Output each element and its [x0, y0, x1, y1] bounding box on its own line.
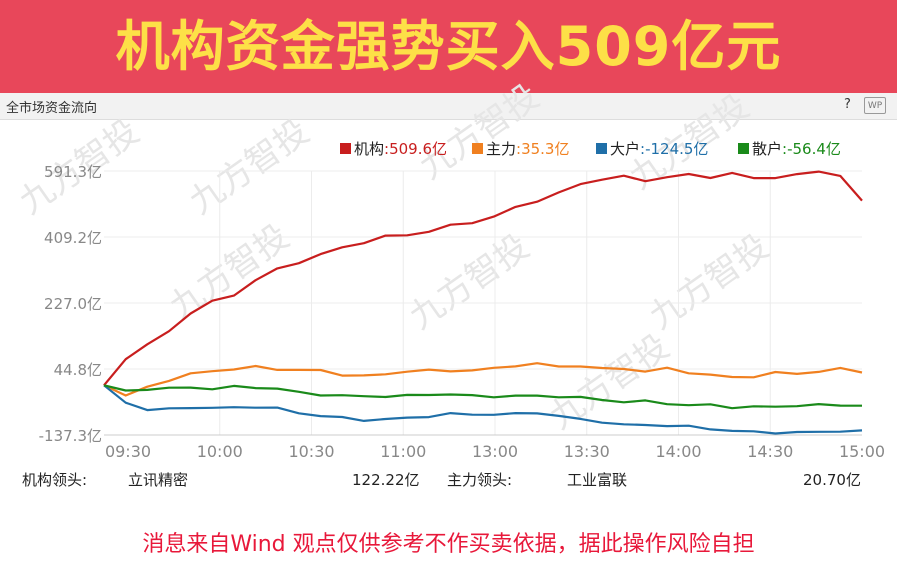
disclaimer: 消息来自Wind 观点仅供参考不作买卖依据，据此操作风险自担: [142, 532, 755, 557]
series-line-主力: [103, 362, 863, 397]
panel-header: 全市场资金流向 ? WP: [0, 93, 897, 120]
legend-swatch: [472, 143, 483, 154]
x-tick-label: 10:30: [288, 442, 334, 461]
y-tick-label: 227.0亿: [44, 295, 102, 313]
legend-value: :-124.5亿: [640, 140, 708, 158]
legend-swatch: [340, 143, 351, 154]
y-tick-label: 591.3亿: [44, 163, 102, 181]
wp-icon[interactable]: WP: [864, 97, 886, 114]
legend-label: 大户:-124.5亿: [610, 140, 708, 158]
x-tick-label: 09:30: [105, 442, 151, 461]
y-axis-ticks: 591.3亿 409.2亿 227.0亿 44.8亿 -137.3亿: [39, 163, 102, 445]
inst-leader-stock[interactable]: 立讯精密: [128, 471, 189, 489]
legend-swatch: [738, 143, 749, 154]
watermark-text: 九方智投: [162, 217, 296, 328]
x-tick-label: 13:00: [472, 442, 518, 461]
series-lines: [103, 170, 863, 435]
legend-value: :509.6亿: [384, 140, 447, 158]
main-leader-stock[interactable]: 工业富联: [567, 471, 628, 489]
x-tick-label: 13:30: [564, 442, 610, 461]
watermark-text: 九方智投: [182, 112, 316, 223]
y-tick-label: -137.3亿: [39, 427, 102, 445]
watermark-text: 九方智投: [642, 227, 776, 338]
series-line-机构: [103, 170, 863, 387]
legend-label: 机构:509.6亿: [354, 140, 447, 158]
x-tick-label: 10:00: [197, 442, 243, 461]
banner: 机构资金强势买入509亿元: [0, 0, 897, 93]
x-tick-label: 15:00: [839, 442, 885, 461]
series-line-散户: [103, 384, 863, 410]
panel-title: 全市场资金流向: [6, 101, 98, 116]
x-tick-label: 14:30: [747, 442, 793, 461]
watermark-text: 九方智投: [402, 227, 536, 338]
y-tick-label: 409.2亿: [44, 229, 102, 247]
main-leader-value: 20.70亿: [803, 471, 861, 489]
main-leader-label: 主力领头:: [447, 471, 513, 489]
chart-panel: 全市场资金流向 ? WP: [0, 93, 897, 497]
series-line-大户: [103, 384, 863, 435]
legend-swatch: [596, 143, 607, 154]
legend-label: 主力:35.3亿: [486, 140, 569, 158]
x-axis-ticks: 09:30 10:00 10:30 11:00 13:00 13:30 14:00 14:30…: [105, 442, 885, 461]
legend-label: 散户:-56.4亿: [752, 140, 841, 158]
legend-value: :-56.4亿: [782, 140, 841, 158]
x-tick-label: 11:00: [380, 442, 426, 461]
help-icon[interactable]: ?: [844, 97, 851, 112]
y-tick-label: 44.8亿: [54, 361, 102, 379]
x-tick-label: 14:00: [655, 442, 701, 461]
grid-lines: [104, 170, 862, 436]
banner-title: 机构资金强势买入509亿元: [115, 15, 782, 78]
inst-leader-value: 122.22亿: [352, 471, 420, 489]
legend-value: :35.3亿: [516, 140, 569, 158]
legend: 机构:509.6亿 主力:35.3亿 大户:-124.5亿 散户:-56.4亿: [340, 140, 841, 158]
inst-leader-label: 机构领头:: [22, 471, 88, 489]
watermark-text: 九方智投: [542, 327, 676, 438]
